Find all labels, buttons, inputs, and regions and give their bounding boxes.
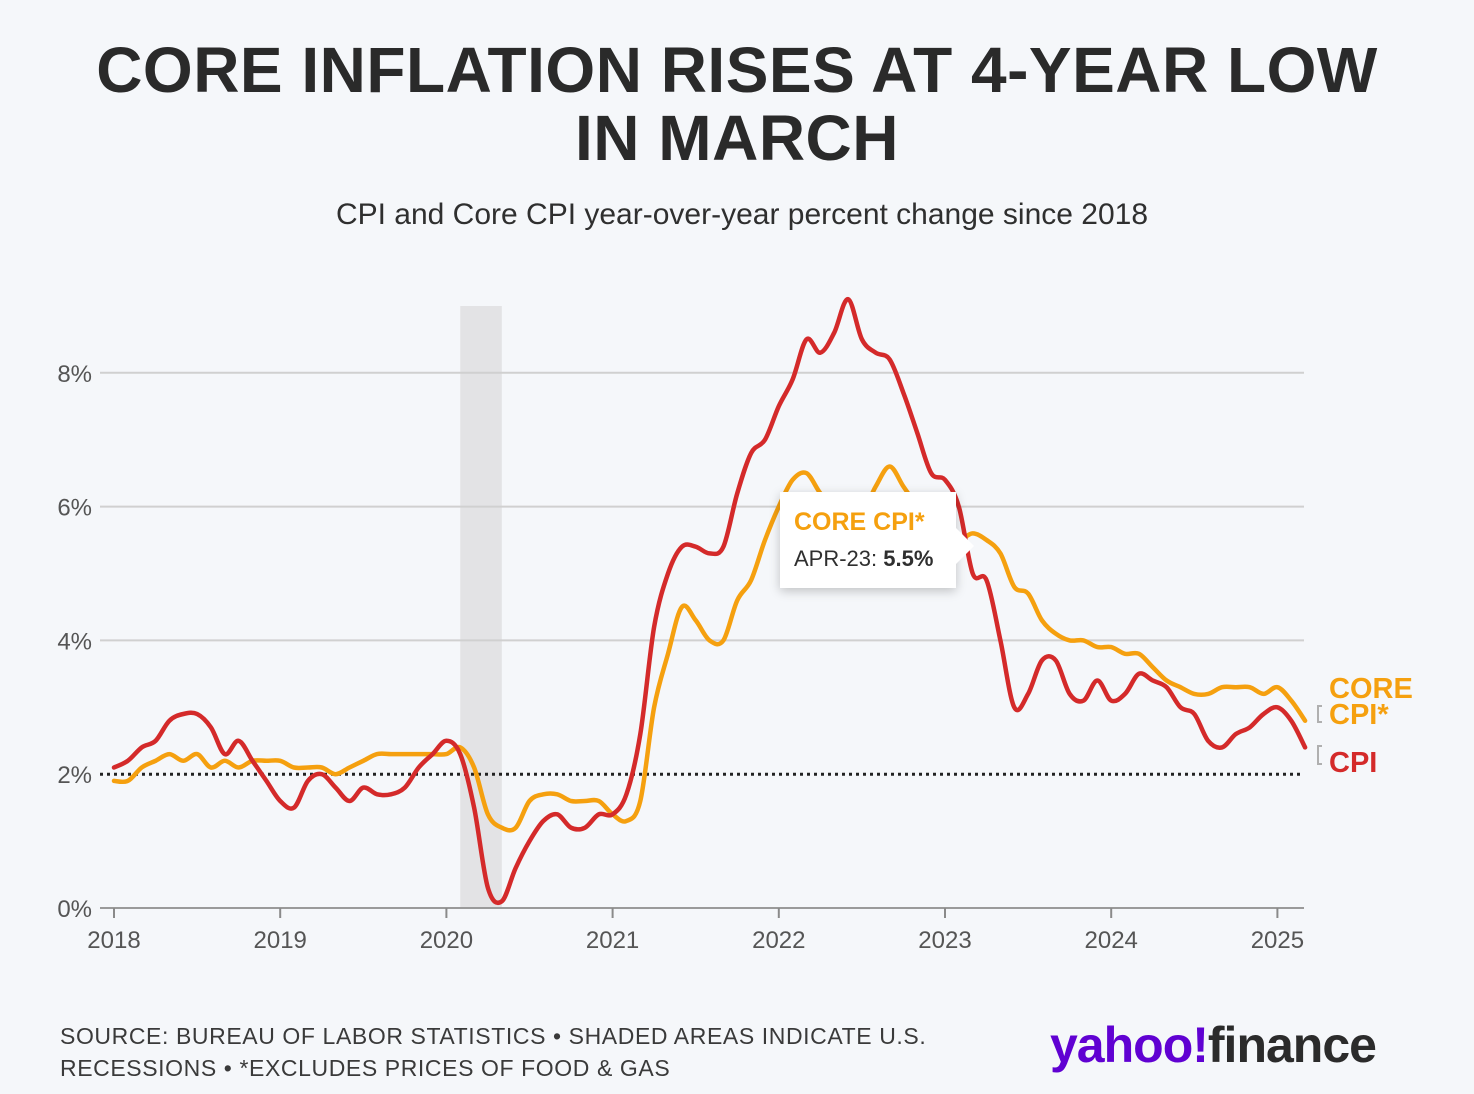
axis-layer: 0% 2% 4% 6% 8% 2018 2019 2020 2021 2022 2023 2024 20… [57, 361, 1322, 954]
core-cpi-end-label: CORE CPI* [1329, 673, 1413, 731]
chart-subtitle: CPI and Core CPI year-over-year percent … [335, 198, 1149, 231]
series-layer [111, 296, 1308, 906]
x-tick-label: 2020 [420, 927, 473, 954]
x-tick-label: 2019 [254, 927, 307, 954]
recession-layer [460, 306, 502, 908]
y-tick-label: 8% [57, 361, 92, 388]
x-tick-label: 2025 [1251, 927, 1304, 954]
tooltip-row: APR-23: 5.5% [794, 546, 933, 572]
yahoo-finance-logo: yahoo!finance [1050, 1016, 1430, 1086]
source-note: SOURCE: BUREAU OF LABOR STATISTICS • SHA… [60, 1020, 1020, 1084]
title-line-2: IN MARCH [575, 102, 899, 174]
source-line-2: RECESSIONS • *EXCLUDES PRICES OF FOOD & … [60, 1055, 671, 1081]
series-line-cpi [111, 296, 1308, 906]
hover-tooltip: CORE CPI* APR-23: 5.5% [780, 492, 974, 588]
x-tick-label: 2023 [918, 927, 971, 954]
tooltip-title: CORE CPI* [794, 508, 925, 536]
y-tick-label: 0% [57, 896, 92, 923]
cpi-end-label: CPI [1329, 747, 1378, 779]
x-tick-label: 2021 [586, 927, 639, 954]
source-line-1: SOURCE: BUREAU OF LABOR STATISTICS • SHA… [60, 1023, 927, 1049]
y-tick-label: 4% [57, 628, 92, 655]
y-tick-label: 6% [57, 495, 92, 522]
x-tick-label: 2024 [1085, 927, 1138, 954]
logo-finance: finance [1207, 1017, 1377, 1073]
tooltip-value: 5.5% [883, 546, 934, 571]
end-label-bracket-1 [1317, 745, 1322, 765]
y-tick-label: 2% [57, 762, 92, 789]
title-line-1: CORE INFLATION RISES AT 4-YEAR LOW [96, 34, 1378, 106]
series-line-core-cpi [111, 464, 1308, 833]
grid-layer [100, 371, 1304, 776]
recession-band-0 [460, 306, 502, 908]
x-tick-label: 2022 [752, 927, 805, 954]
chart-title: CORE INFLATION RISES AT 4-YEAR LOW IN MA… [0, 36, 1474, 172]
logo-yahoo: yahoo! [1050, 1017, 1209, 1073]
core-label-line-2: CPI* [1329, 699, 1389, 731]
core-label-line-1: CORE [1329, 673, 1413, 705]
tooltip-label: APR-23: [794, 546, 878, 571]
x-tick-label: 2018 [87, 927, 140, 954]
end-label-bracket-0 [1317, 705, 1322, 723]
